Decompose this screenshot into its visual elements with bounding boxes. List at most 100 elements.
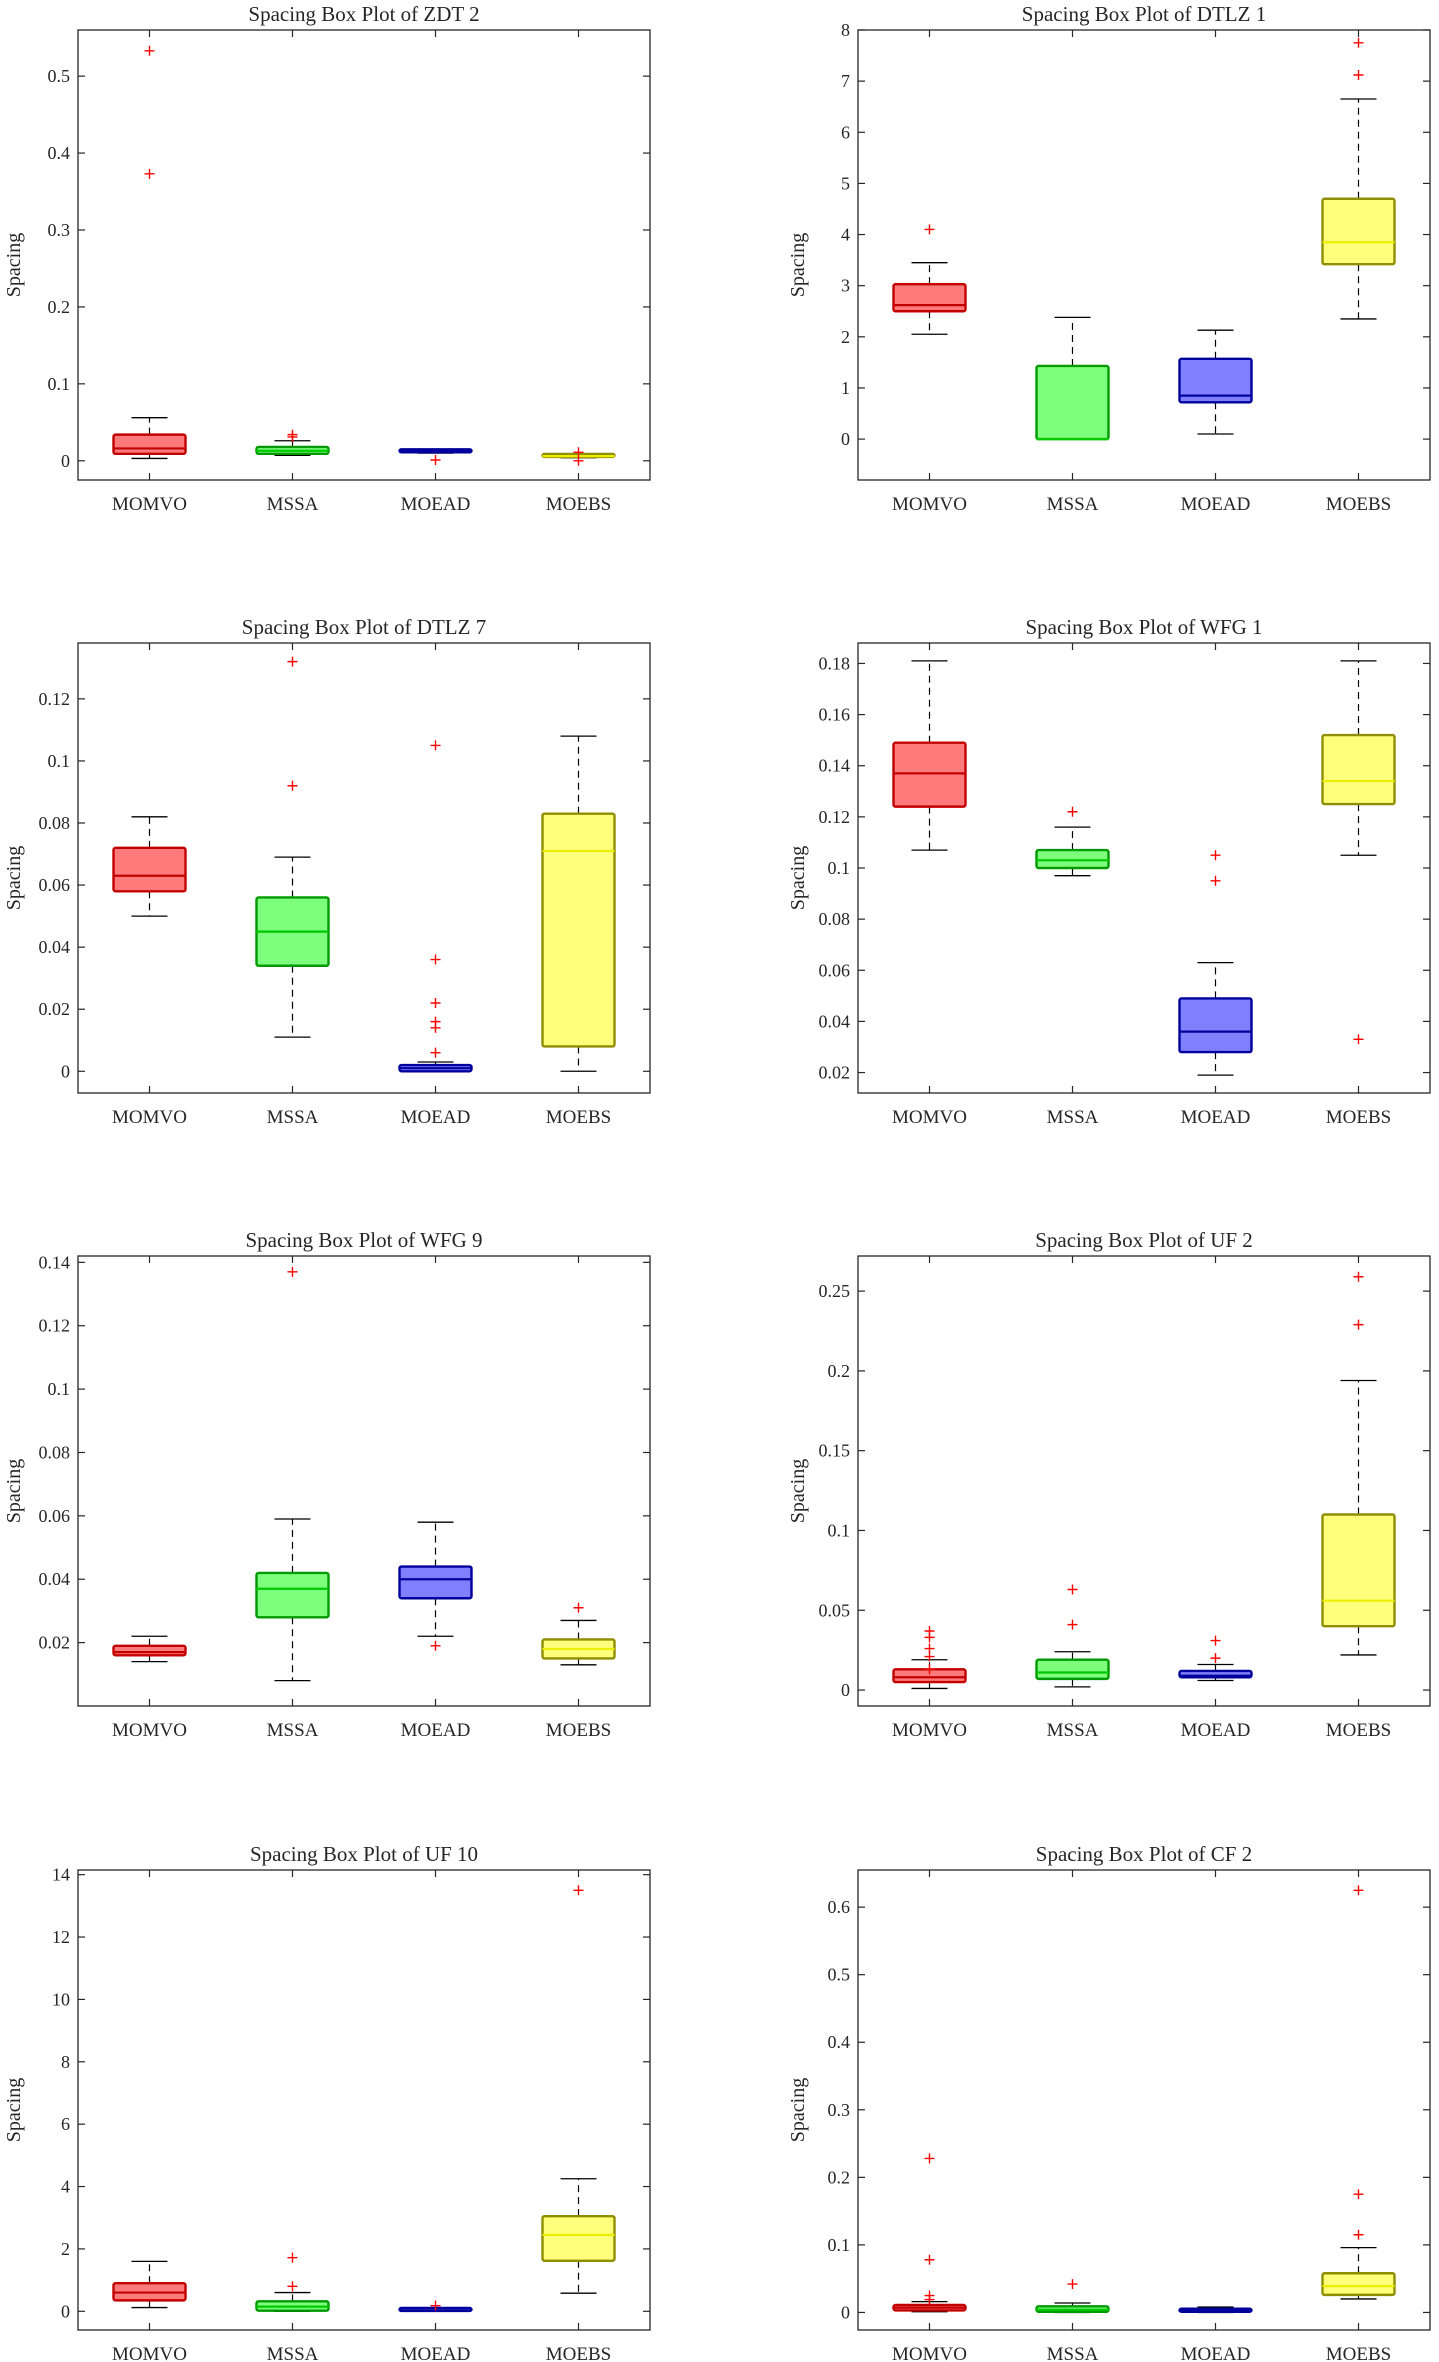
x-category-label: MOMVO (892, 1107, 967, 1128)
y-tick-label: 0.02 (39, 999, 71, 1019)
axes-frame (77, 1255, 651, 1707)
y-tick-label: 0.2 (828, 1361, 851, 1381)
outlier-marker (573, 1602, 584, 1613)
y-axis-label: Spacing (787, 846, 809, 910)
y-tick-label: 8 (61, 2052, 70, 2072)
iqr-box (541, 812, 616, 1048)
outlier-marker (430, 998, 441, 1008)
y-tick-label: 5 (841, 173, 850, 193)
outlier-marker (1353, 2189, 1364, 2200)
y-tick-label: 3 (841, 276, 850, 296)
chart-panel: Spacing Box Plot of ZDT 2 0 0.1 0.2 0.3 0.4 0.… (3, 2, 651, 515)
y-tick-label: 0.5 (48, 66, 71, 86)
box-moebs (1321, 1271, 1396, 1656)
outlier-marker (430, 1016, 441, 1027)
y-axis-label: Spacing (3, 1459, 25, 1523)
x-category-label: MSSA (1047, 1107, 1099, 1128)
outlier-marker (144, 45, 155, 56)
x-category-label: MOEAD (401, 494, 471, 515)
outlier-marker (1210, 850, 1221, 861)
outlier-marker (287, 2252, 298, 2263)
box-momvo (112, 2260, 187, 2309)
y-tick-label: 0.4 (48, 143, 71, 163)
iqr-box (1035, 364, 1110, 441)
iqr-box (1321, 2272, 1396, 2297)
box-momvo (112, 45, 187, 460)
box-mssa (255, 429, 330, 457)
y-tick-label: 0.15 (819, 1441, 851, 1461)
y-tick-label: 1 (841, 378, 850, 398)
outlier-marker (430, 1047, 441, 1058)
x-category-label: MSSA (1047, 2344, 1099, 2362)
box-moead (398, 448, 473, 465)
chart-title: Spacing Box Plot of DTLZ 1 (1022, 2, 1266, 26)
iqr-box (1178, 997, 1253, 1054)
y-tick-label: 0 (61, 2301, 70, 2321)
y-tick-label: 12 (52, 1927, 70, 1947)
y-tick-label: 0.12 (819, 807, 851, 827)
x-category-label: MOEBS (1326, 2344, 1391, 2362)
y-tick-label: 0.3 (828, 2100, 851, 2120)
y-tick-label: 7 (841, 71, 850, 91)
outlier-marker (1210, 875, 1221, 886)
y-tick-label: 0 (61, 1061, 70, 1081)
iqr-box (255, 1571, 330, 1619)
outlier-marker (924, 224, 935, 235)
y-axis-label: Spacing (3, 2078, 25, 2142)
x-category-label: MOEAD (401, 2344, 471, 2362)
iqr-box (112, 846, 187, 893)
x-category-label: MOEAD (1181, 2344, 1251, 2362)
box-mssa (1035, 1584, 1110, 1688)
box-moead (398, 740, 473, 1073)
outlier-marker (287, 2281, 298, 2292)
box-momvo (892, 1626, 967, 1690)
y-tick-label: 0.06 (39, 1506, 71, 1526)
y-tick-label: 0.14 (819, 756, 851, 776)
y-tick-label: 0 (841, 2302, 850, 2322)
x-category-label: MOEAD (1181, 494, 1251, 515)
y-tick-label: 0.1 (828, 858, 851, 878)
outlier-marker (1353, 2229, 1364, 2240)
x-category-label: MOEBS (546, 494, 611, 515)
outlier-marker (1353, 70, 1364, 80)
y-tick-label: 0.12 (39, 1316, 71, 1336)
x-category-label: MOMVO (112, 1107, 187, 1128)
x-category-label: MOMVO (892, 494, 967, 515)
outlier-marker (287, 780, 298, 791)
chart-title: Spacing Box Plot of ZDT 2 (248, 2, 479, 26)
x-category-label: MOEBS (1326, 1720, 1391, 1741)
y-tick-label: 0.25 (819, 1281, 851, 1301)
y-tick-label: 0.05 (819, 1600, 851, 1620)
box-moebs (541, 735, 616, 1072)
y-tick-label: 0.04 (819, 1011, 851, 1031)
x-category-label: MOMVO (892, 1720, 967, 1741)
x-category-label: MOEBS (546, 2344, 611, 2362)
box-mssa (1035, 316, 1110, 441)
y-tick-label: 0 (841, 429, 850, 449)
y-axis-label: Spacing (787, 1459, 809, 1523)
outlier-marker (924, 1626, 935, 1636)
x-category-label: MSSA (1047, 494, 1099, 515)
x-category-label: MSSA (267, 494, 319, 515)
x-category-label: MSSA (1047, 1720, 1099, 1741)
outlier-marker (430, 1640, 441, 1651)
outlier-marker (144, 168, 155, 179)
outlier-marker (1067, 1584, 1078, 1595)
outlier-marker (287, 656, 298, 667)
axes-frame (857, 1255, 1431, 1707)
iqr-box (1321, 1513, 1396, 1628)
x-category-label: MOEAD (1181, 1107, 1251, 1128)
y-tick-label: 0.14 (39, 1252, 71, 1272)
outlier-marker (1353, 1271, 1364, 1282)
outlier-marker (1210, 1635, 1221, 1646)
y-tick-label: 0.3 (48, 220, 71, 240)
y-axis-label: Spacing (3, 233, 25, 297)
y-tick-label: 0.1 (828, 2235, 851, 2255)
outlier-marker (430, 2300, 441, 2311)
y-tick-label: 0.1 (828, 1520, 851, 1540)
iqr-box (398, 1565, 473, 1600)
chart-panel: Spacing Box Plot of WFG 9 0.02 0.04 0.06 0.0… (3, 1228, 651, 1741)
outlier-marker (287, 1266, 298, 1277)
outlier-marker (924, 1643, 935, 1654)
outlier-marker (924, 2254, 935, 2265)
